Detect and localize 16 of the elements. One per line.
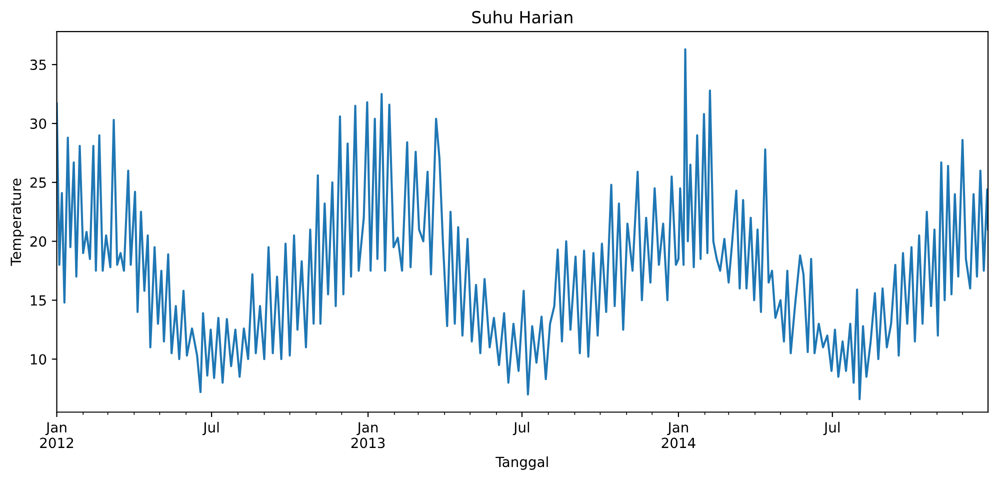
- y-axis-title: Temperature: [10, 178, 24, 266]
- x-axis-title: Tanggal: [496, 456, 548, 470]
- x-tick-label: Jan 2014: [662, 422, 696, 448]
- x-tick-label: Jul: [823, 422, 840, 436]
- y-tick-label: 20: [30, 236, 46, 247]
- x-tick-label: Jan 2013: [351, 422, 385, 448]
- y-tick-label: 30: [30, 118, 46, 129]
- line-series: [56, 48, 988, 400]
- y-tick-label: 15: [30, 295, 46, 306]
- chart-title: Suhu Harian: [472, 10, 572, 24]
- y-tick-label: 10: [30, 354, 46, 365]
- y-tick-label: 35: [30, 60, 46, 70]
- x-tick-label: Jul: [512, 422, 530, 436]
- y-tick-label: 25: [30, 177, 46, 188]
- x-tick-label: Jan 2012: [40, 422, 74, 448]
- x-tick-label: Jul: [202, 422, 219, 436]
